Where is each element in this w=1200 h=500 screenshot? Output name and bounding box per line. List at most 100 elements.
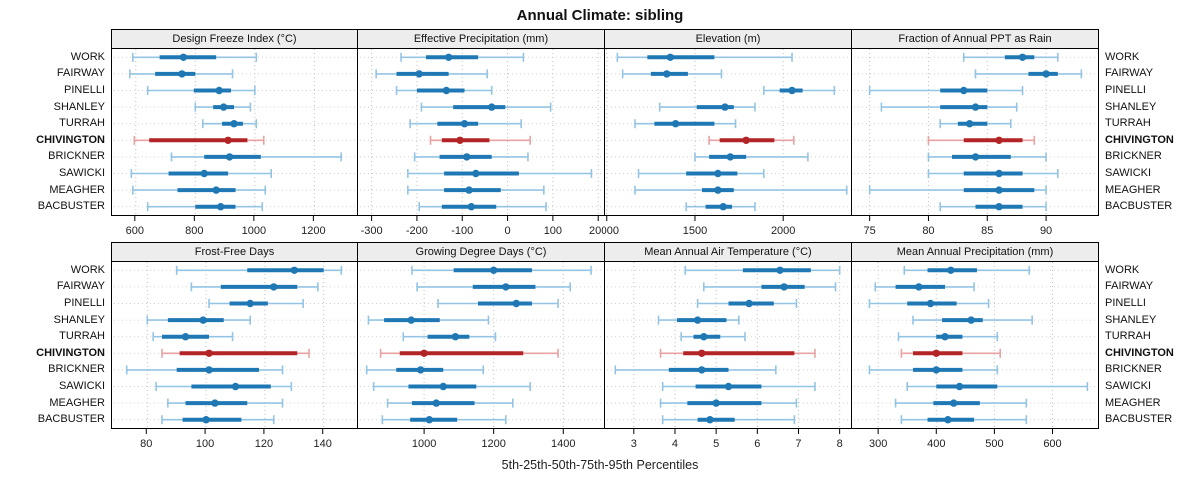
plot-svg	[360, 262, 603, 428]
axis-tick-label: 300	[869, 438, 887, 450]
site-label: PINELLI	[1105, 296, 1146, 309]
axis-tick-label: 800	[185, 225, 203, 237]
panel: Elevation (m) 1000 1500 2000	[605, 29, 852, 242]
plot-area	[852, 262, 1099, 429]
axis-tick-label: 200	[589, 225, 605, 237]
site-label: CHIVINGTON	[36, 346, 105, 359]
site-label: BRICKNER	[1105, 363, 1162, 376]
axis-tick-label: 100	[196, 438, 214, 450]
site-label: MEAGHER	[49, 183, 105, 196]
panel-title: Growing Degree Days (°C)	[358, 242, 605, 262]
plot-svg	[607, 262, 850, 428]
site-label: MEAGHER	[1105, 396, 1161, 409]
panel: Mean Annual Precipitation (mm) 300 400 500 6…	[852, 242, 1099, 455]
site-label: SHANLEY	[1105, 313, 1157, 326]
site-label: CHIVINGTON	[1105, 133, 1174, 146]
axis-tick-label: 1200	[301, 225, 325, 237]
axis-tick-label: 8	[837, 438, 843, 450]
axis-svg: 75 80 85 90	[864, 216, 1052, 237]
axis-svg: 1000 1500 2000	[605, 216, 795, 237]
axis-svg: 3 4 5 6 7 8	[631, 429, 843, 450]
axis-tick-label: 75	[864, 225, 876, 237]
site-label: BRICKNER	[1105, 150, 1162, 163]
site-label-list: WORK FAIRWAY PINELLI SHANLEY TURRAH CHIVINGTO…	[1105, 49, 1174, 215]
site-labels-left: WORK FAIRWAY PINELLI SHANLEY TURRAH CHIVINGTO…	[1, 29, 111, 241]
percentiles-caption: 5th-25th-50th-75th-95th Percentiles	[501, 458, 699, 472]
site-label: SHANLEY	[53, 100, 105, 113]
site-label: PINELLI	[1105, 83, 1146, 96]
panel-title: Design Freeze Index (°C)	[111, 29, 358, 49]
plot-area	[852, 49, 1099, 216]
plot-area	[111, 262, 358, 429]
panel-title: Elevation (m)	[605, 29, 852, 49]
axis-tick-label: 1000	[605, 225, 619, 237]
panel-title: Mean Annual Air Temperature (°C)	[605, 242, 852, 262]
axis-tick-label: 600	[126, 225, 144, 237]
panel: Fraction of Annual PPT as Rain 75 80 85 90	[852, 29, 1099, 242]
panel-row-1: WORK FAIRWAY PINELLI SHANLEY TURRAH CHIVINGTO…	[0, 29, 1200, 242]
plot-area	[605, 49, 852, 216]
trellis-climate-figure: Annual Climate: sibling WORK FAIRWAY PINEL…	[0, 7, 1200, 472]
site-label-list: WORK FAIRWAY PINELLI SHANLEY TURRAH CHIVINGTO…	[36, 49, 105, 215]
site-label: BRICKNER	[48, 150, 105, 163]
plot-area	[111, 49, 358, 216]
site-labels-right: WORK FAIRWAY PINELLI SHANLEY TURRAH CHIVINGTO…	[1099, 29, 1199, 241]
plot-area	[358, 49, 605, 216]
plot-area	[605, 262, 852, 429]
site-label-list: WORK FAIRWAY PINELLI SHANLEY TURRAH CHIVINGTO…	[36, 262, 105, 428]
axis-tick-label: 500	[985, 438, 1003, 450]
site-label: FAIRWAY	[1105, 67, 1154, 80]
axis-tick-label: 600	[1043, 438, 1061, 450]
site-label: TURRAH	[59, 330, 105, 343]
axis-tick-label: 120	[255, 438, 273, 450]
axis-tick-label: 1500	[683, 225, 707, 237]
axis-svg: -300 -200 -100 0 100 200	[361, 216, 605, 237]
site-label: CHIVINGTON	[1105, 346, 1174, 359]
site-label: SAWICKI	[58, 379, 105, 392]
site-label: BACBUSTER	[1105, 413, 1173, 426]
axis-tick-label: 0	[504, 225, 510, 237]
site-label: CHIVINGTON	[36, 133, 105, 146]
axis-tick-label: 1200	[481, 438, 505, 450]
site-label: SHANLEY	[1105, 100, 1157, 113]
axis-svg: 1000 1200 1400	[412, 429, 575, 450]
site-label: SAWICKI	[58, 166, 105, 179]
panel: Design Freeze Index (°C) 600 800 1000 1200	[111, 29, 358, 242]
site-label: FAIRWAY	[56, 280, 105, 293]
axis-tick-label: 140	[314, 438, 332, 450]
axis-tick-label: -100	[451, 225, 473, 237]
panel-title: Fraction of Annual PPT as Rain	[852, 29, 1099, 49]
plot-area	[358, 262, 605, 429]
axis-tick-label: 400	[927, 438, 945, 450]
axis-tick-label: 90	[1040, 225, 1052, 237]
site-label: FAIRWAY	[56, 67, 105, 80]
site-labels-left: WORK FAIRWAY PINELLI SHANLEY TURRAH CHIVINGTO…	[1, 242, 111, 454]
site-label: WORK	[1105, 263, 1140, 276]
plot-svg	[114, 262, 357, 428]
axis-svg: 600 800 1000 1200	[126, 216, 326, 237]
site-label: WORK	[1105, 50, 1140, 63]
site-labels-right: WORK FAIRWAY PINELLI SHANLEY TURRAH CHIVINGTO…	[1099, 242, 1199, 454]
axis-tick-label: 1000	[242, 225, 266, 237]
site-label-list: WORK FAIRWAY PINELLI SHANLEY TURRAH CHIVINGTO…	[1105, 262, 1174, 428]
site-label: FAIRWAY	[1105, 280, 1154, 293]
site-label: BACBUSTER	[37, 200, 105, 213]
plot-svg	[114, 49, 357, 215]
site-label: SAWICKI	[1105, 379, 1152, 392]
panel-title: Effective Precipitation (mm)	[358, 29, 605, 49]
site-label: BACBUSTER	[1105, 200, 1173, 213]
site-label: WORK	[70, 50, 105, 63]
panel: Effective Precipitation (mm) -300 -200 -100…	[358, 29, 605, 242]
axis-tick-label: 80	[140, 438, 152, 450]
plot-svg	[360, 49, 603, 215]
axis-tick-label: 7	[795, 438, 801, 450]
axis-tick-label: -300	[361, 225, 383, 237]
panel-title: Mean Annual Precipitation (mm)	[852, 242, 1099, 262]
site-label: MEAGHER	[49, 396, 105, 409]
site-label: TURRAH	[59, 117, 105, 130]
axis-tick-label: 85	[981, 225, 993, 237]
site-label: TURRAH	[1105, 117, 1151, 130]
site-label: BACBUSTER	[37, 413, 105, 426]
axis-tick-label: -200	[406, 225, 428, 237]
site-label: MEAGHER	[1105, 183, 1161, 196]
